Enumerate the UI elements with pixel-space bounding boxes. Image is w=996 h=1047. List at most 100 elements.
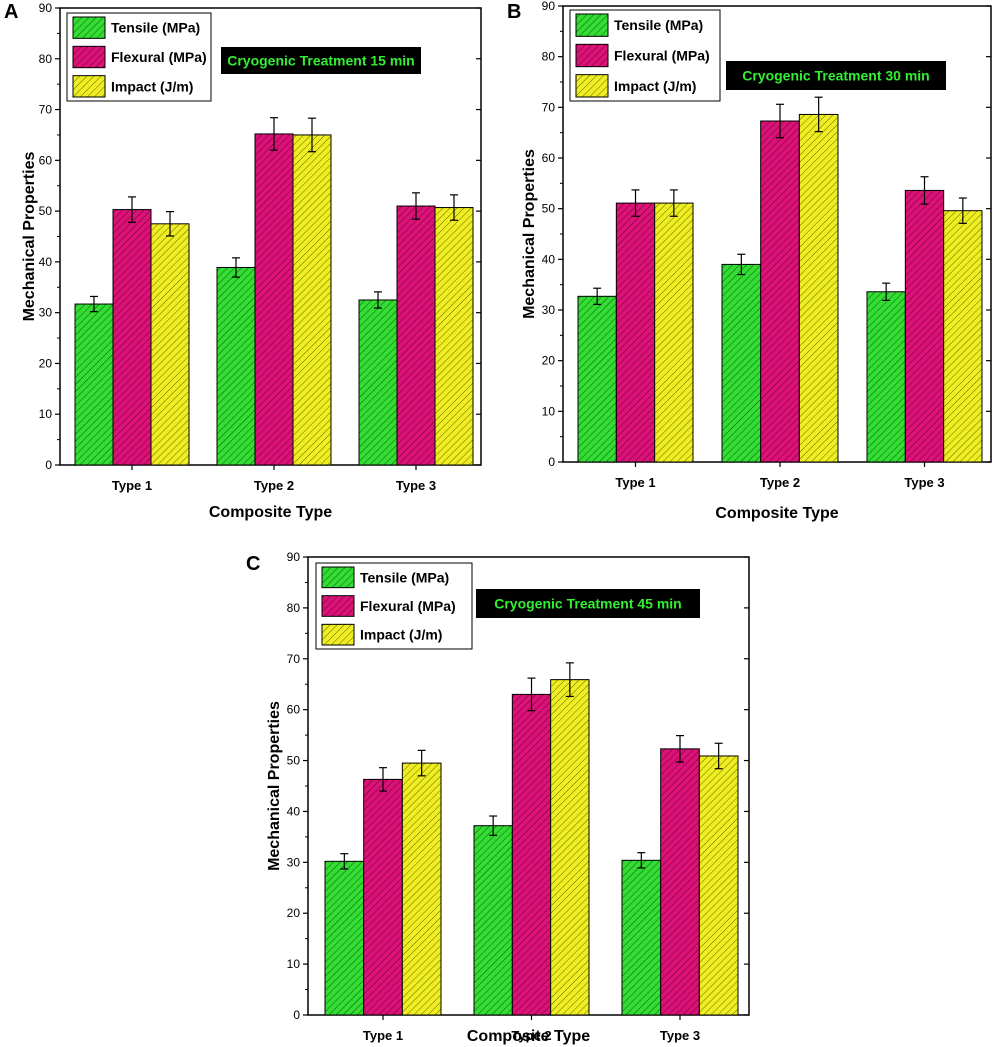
error-bar-impact-j-m-type-1 [166, 211, 174, 237]
error-bar-impact-j-m-type-1 [669, 189, 678, 217]
chart-panel-b: B 0 10 20 30 40 50 60 70 80 90 Type 1 Type 2 Type 3 Co… [507, 0, 992, 522]
bar-tensile-mpa-type-3 [866, 291, 906, 463]
bar-impact-j-m-type-1 [150, 223, 190, 466]
bar-flexural-mpa-type-2 [254, 133, 294, 466]
x-axis-title: Composite Type [715, 505, 838, 522]
bar-tensile-mpa-type-2 [216, 266, 256, 466]
y-tick-label: 90 [39, 1, 53, 15]
x-tick-label-type-2: Type 2 [254, 478, 294, 493]
legend-label-flexural-mpa: Flexural (MPa) [111, 49, 207, 65]
x-tick-label-type-3: Type 3 [660, 1028, 700, 1043]
y-tick-label: 70 [287, 652, 301, 666]
legend-swatch-impact-j-m [321, 623, 355, 646]
y-tick-label: 20 [287, 906, 301, 920]
bar-impact-j-m-type-1 [654, 202, 694, 463]
bar-impact-j-m-type-2 [550, 679, 590, 1016]
legend-label-impact-j-m: Impact (J/m) [111, 78, 193, 94]
y-tick-label: 0 [548, 455, 555, 469]
legend-label-tensile-mpa: Tensile (MPa) [111, 20, 200, 36]
error-bar-impact-j-m-type-3 [450, 194, 458, 221]
legend-swatch-impact-j-m [72, 75, 106, 98]
bar-tensile-mpa-type-2 [473, 825, 513, 1016]
y-tick-label: 70 [542, 100, 556, 114]
treatment-tag-background [221, 47, 421, 74]
legend-swatch-flexural-mpa [575, 43, 609, 68]
y-tick-label: 80 [39, 52, 53, 66]
error-bar-impact-j-m-type-3 [958, 197, 967, 224]
y-tick-label: 0 [293, 1008, 300, 1022]
legend-swatch-tensile-mpa [321, 566, 355, 589]
bar-flexural-mpa-type-2 [511, 693, 552, 1016]
bar-impact-j-m-type-2 [292, 134, 332, 466]
treatment-tag-background [476, 589, 700, 618]
bar-tensile-mpa-type-3 [621, 859, 662, 1016]
y-tick-label: 50 [542, 202, 556, 216]
error-bar-flexural-mpa-type-3 [920, 176, 929, 205]
x-tick-label-type-3: Type 3 [396, 478, 436, 493]
error-bar-tensile-mpa-type-3 [374, 291, 382, 309]
bar-flexural-mpa-type-2 [760, 120, 800, 463]
legend: Tensile (MPa) Flexural (MPa) Impact (J/m) [66, 12, 212, 102]
y-tick-label: 30 [39, 306, 53, 320]
legend-label-tensile-mpa: Tensile (MPa) [360, 569, 449, 585]
error-bar-flexural-mpa-type-2 [270, 117, 278, 151]
panel-letter: B [507, 1, 521, 23]
y-tick-label: 10 [542, 404, 556, 418]
error-bar-impact-j-m-type-2 [814, 96, 823, 133]
y-tick-label: 30 [542, 303, 556, 317]
treatment-tag: Cryogenic Treatment 45 min [476, 589, 700, 618]
bar-flexural-mpa-type-3 [904, 189, 945, 463]
error-bar-tensile-mpa-type-3 [637, 852, 646, 869]
error-bar-tensile-mpa-type-2 [489, 815, 498, 836]
x-axis-title: Composite Type [209, 504, 332, 521]
y-tick-label: 70 [39, 103, 53, 117]
panel-letter: A [4, 1, 18, 23]
error-bar-tensile-mpa-type-1 [340, 853, 349, 870]
bar-impact-j-m-type-3 [434, 207, 474, 466]
error-bar-tensile-mpa-type-3 [882, 282, 891, 301]
error-bar-impact-j-m-type-2 [308, 117, 316, 153]
bar-flexural-mpa-type-1 [615, 202, 656, 463]
y-tick-label: 60 [287, 703, 301, 717]
error-bar-tensile-mpa-type-1 [90, 295, 98, 313]
legend-swatch-tensile-mpa [72, 16, 106, 39]
legend-label-tensile-mpa: Tensile (MPa) [614, 17, 703, 33]
panel-letter: C [246, 553, 260, 575]
treatment-tag-label: Cryogenic Treatment 45 min [494, 596, 682, 612]
legend: Tensile (MPa) Flexural (MPa) Impact (J/m) [315, 562, 473, 650]
y-tick-label: 10 [39, 407, 53, 421]
legend-label-impact-j-m: Impact (J/m) [614, 78, 696, 94]
error-bar-flexural-mpa-type-3 [676, 735, 684, 763]
y-tick-label: 30 [287, 855, 301, 869]
legend-swatch-flexural-mpa [321, 595, 355, 617]
y-tick-label: 40 [39, 255, 53, 269]
treatment-tag-label: Cryogenic Treatment 30 min [742, 68, 930, 84]
chart-panel-c: C 0 10 20 30 40 50 60 70 80 90 Type 1 Type 2 Type 3 Co… [246, 550, 750, 1045]
y-tick-label: 20 [542, 354, 556, 368]
y-axis-title: Mechanical Properties [21, 151, 38, 321]
legend-label-flexural-mpa: Flexural (MPa) [614, 48, 710, 64]
x-tick-label-type-3: Type 3 [904, 475, 944, 490]
bar-tensile-mpa-type-1 [324, 860, 365, 1016]
legend-swatch-impact-j-m [575, 74, 609, 98]
bar-flexural-mpa-type-3 [660, 748, 700, 1016]
error-bar-flexural-mpa-type-1 [379, 767, 387, 792]
legend-swatch-tensile-mpa [575, 13, 609, 37]
legend-swatch-flexural-mpa [72, 45, 106, 69]
bar-impact-j-m-type-1 [401, 762, 442, 1016]
treatment-tag: Cryogenic Treatment 30 min [726, 61, 946, 90]
bar-flexural-mpa-type-1 [112, 209, 152, 466]
error-bar-impact-j-m-type-2 [565, 662, 574, 698]
bar-impact-j-m-type-3 [943, 210, 983, 463]
bar-impact-j-m-type-3 [698, 755, 739, 1016]
y-tick-label: 0 [45, 458, 52, 472]
x-tick-label-type-2: Type 2 [511, 1028, 551, 1043]
error-bar-impact-j-m-type-3 [714, 742, 723, 770]
y-axis-title: Mechanical Properties [521, 149, 538, 319]
x-tick-label-type-1: Type 1 [615, 475, 655, 490]
bar-tensile-mpa-type-1 [74, 303, 114, 466]
x-tick-label-type-1: Type 1 [363, 1028, 403, 1043]
error-bar-flexural-mpa-type-1 [631, 189, 640, 217]
treatment-tag-background [726, 61, 946, 90]
y-tick-label: 10 [287, 957, 301, 971]
